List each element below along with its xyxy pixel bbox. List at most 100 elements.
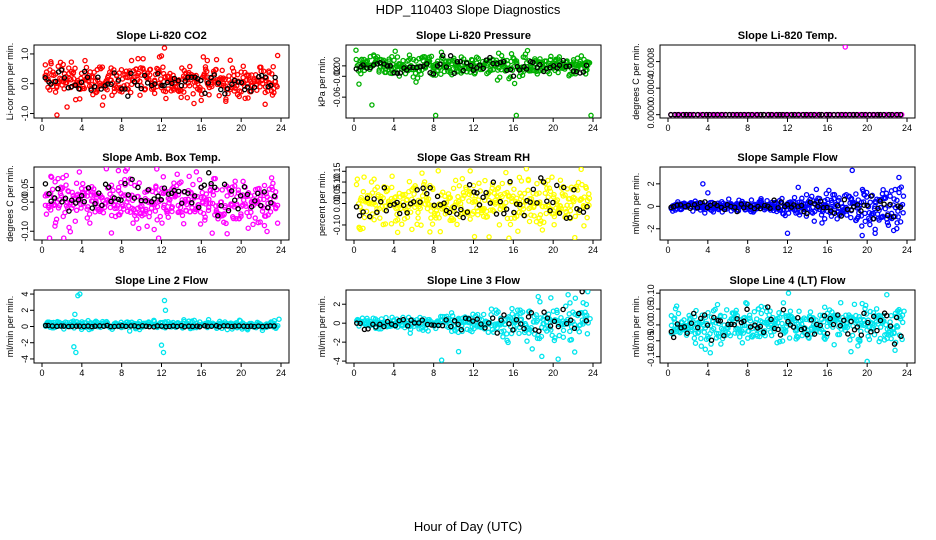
data-point [511,209,517,216]
data-point [550,199,556,206]
y-tick-label: 0.00 [332,195,342,213]
data-point [858,332,865,338]
data-point [531,213,537,219]
data-point [751,308,758,315]
y-tick-label: 0.15 [332,163,342,181]
data-point [178,179,184,185]
data-point [777,314,783,321]
data-point [702,199,708,205]
data-point [244,191,251,198]
figure-title: HDP_110403 Slope Diagnostics [376,2,561,17]
data-point [48,81,54,87]
data-point [571,349,578,355]
data-point [115,323,122,329]
data-point [205,207,212,214]
outlier-point [73,349,79,356]
data-point [864,202,870,209]
data-point [795,315,801,321]
data-point [229,323,235,330]
data-point [854,202,861,208]
data-point [387,63,394,69]
data-point [868,329,874,335]
data-point [441,200,447,206]
data-point [734,315,740,322]
data-point [193,169,200,175]
data-point [518,321,524,327]
data-point [82,57,88,64]
data-point [583,312,590,319]
data-point [61,75,68,81]
data-point [816,111,822,118]
data-point [396,210,403,217]
data-point [417,64,424,70]
data-point [72,200,79,206]
data-point [576,310,582,317]
data-point [43,211,50,217]
data-point [837,322,844,329]
data-point [867,199,874,205]
data-point [75,196,82,203]
data-point [151,90,158,97]
data-point [380,195,386,201]
data-point [888,312,894,319]
data-point [394,229,401,236]
data-point [404,214,411,221]
data-point [201,182,208,188]
data-point [248,323,254,329]
data-point [863,189,870,196]
data-point [449,313,456,319]
data-point [429,221,436,227]
data-point [897,111,904,118]
data-point [714,202,720,209]
data-point [801,325,808,332]
y-tick-label: 0.0 [20,77,30,90]
x-tick-label: 20 [236,245,246,255]
data-point [252,215,258,221]
data-point [486,234,492,240]
points [42,45,281,118]
data-point [567,300,573,306]
data-point [844,212,850,218]
data-point [552,335,558,341]
outlier-point [276,316,282,322]
data-point [813,111,820,118]
points [668,167,907,239]
data-point [534,180,540,187]
data-point [470,318,476,324]
x-tick-label: 8 [119,123,124,133]
data-point [159,185,165,192]
x-tick-label: 4 [79,123,84,133]
data-point [436,215,442,221]
data-point [834,216,840,222]
data-point [250,221,256,228]
data-point [218,86,224,93]
data-point [140,55,146,62]
data-point [721,313,728,320]
data-point [880,213,886,220]
data-point [584,331,591,337]
data-point [440,52,446,59]
x-tick-label: 16 [196,245,206,255]
data-point [259,208,266,214]
data-point [354,320,360,326]
data-point [248,209,254,215]
data-point [566,63,573,69]
data-point [47,207,54,213]
data-point [866,336,873,343]
data-point [560,327,567,334]
data-point [537,67,544,74]
data-point [524,338,530,344]
y-tick-label: 1.0 [20,48,30,61]
data-point [544,198,550,204]
x-tick-label: 20 [548,368,558,378]
data-point [544,315,551,321]
outlier-point [161,297,168,304]
data-point [501,328,507,334]
data-point [760,329,767,336]
data-point [188,74,195,80]
data-point [463,60,470,66]
data-point [214,210,221,216]
data-point [68,77,74,83]
data-point [707,350,714,356]
data-point [178,94,184,101]
